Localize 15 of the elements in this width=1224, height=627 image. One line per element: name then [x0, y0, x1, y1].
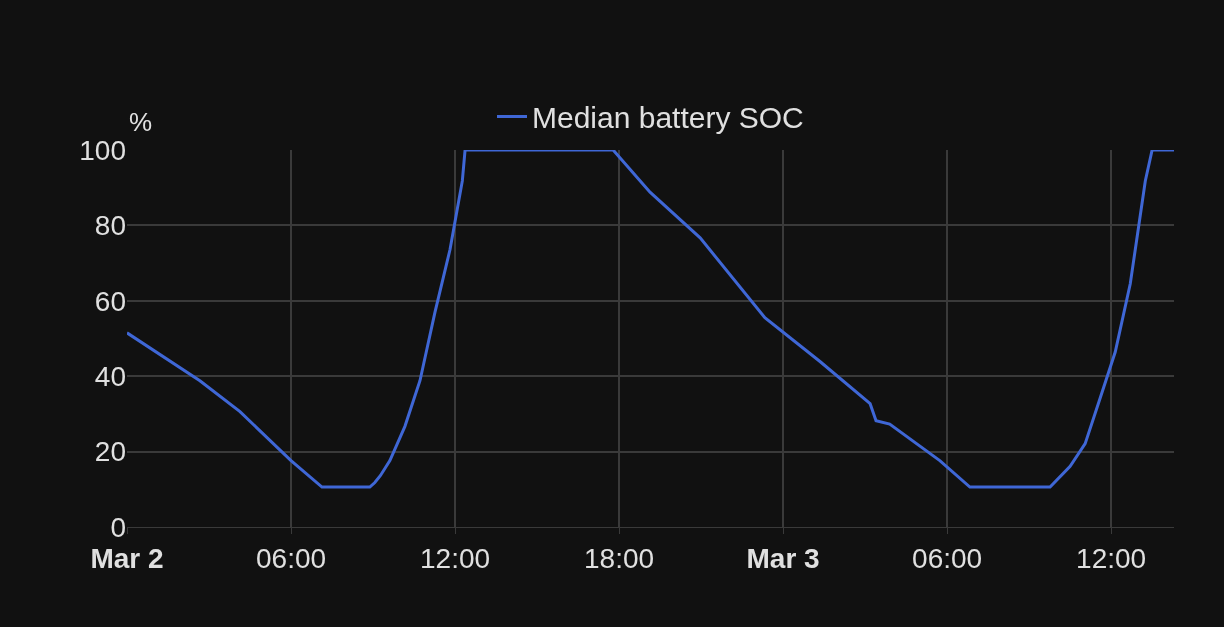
y-axis-title: %	[129, 107, 153, 137]
x-tick-label: 06:00	[255, 542, 327, 574]
x-tick-label: Mar 2	[90, 542, 164, 574]
x-tick-label: 12:00	[420, 542, 491, 574]
y-tick-label: 60	[94, 285, 126, 317]
y-tick-label: 20	[94, 436, 126, 468]
y-tick-label: 40	[94, 361, 126, 392]
y-tick-label: 0	[110, 511, 126, 543]
legend-label: Median battery SOC	[532, 101, 804, 135]
y-tick-label: 80	[94, 210, 126, 242]
x-tick-label: 18:00	[584, 542, 655, 574]
x-tick-label: 06:00	[912, 542, 983, 574]
y-tick-label: 100	[79, 134, 126, 166]
x-tick-label: 12:00	[1076, 542, 1147, 574]
x-tick-label: Mar 3	[746, 542, 820, 574]
